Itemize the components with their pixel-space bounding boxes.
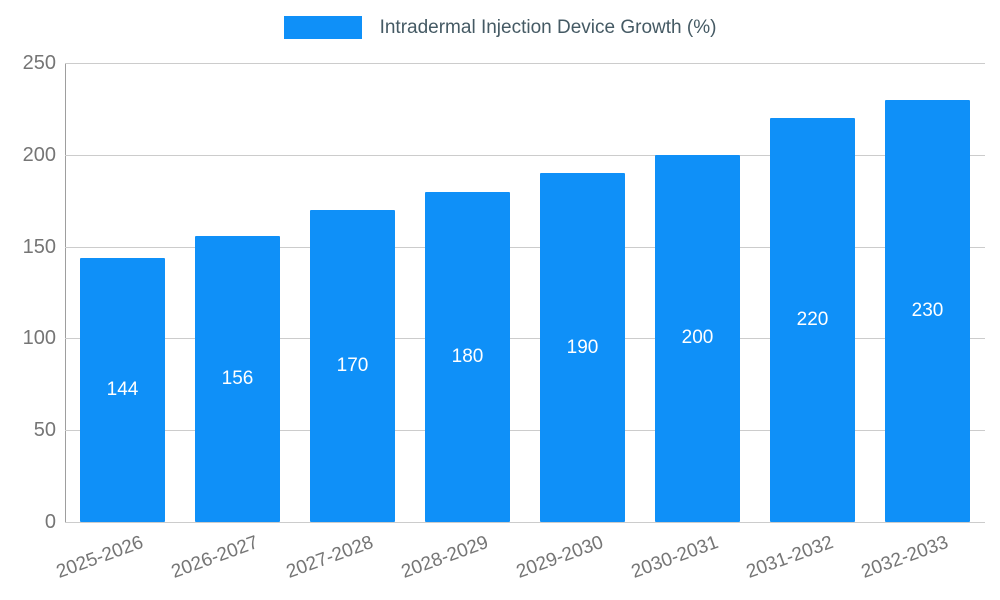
gridline bbox=[65, 246, 985, 248]
x-tick-label: 2028-2029 bbox=[398, 532, 491, 583]
x-tick-label: 2031-2032 bbox=[743, 532, 836, 583]
bar-value-label: 144 bbox=[106, 378, 139, 400]
y-tick-label: 200 bbox=[22, 143, 56, 166]
gridline bbox=[65, 154, 985, 156]
bar: 200 bbox=[654, 154, 741, 522]
gridline bbox=[65, 338, 985, 340]
y-tick-label: 250 bbox=[22, 52, 56, 74]
bar: 220 bbox=[769, 118, 856, 522]
bar-value-label: 170 bbox=[336, 354, 369, 376]
bar-value-label: 200 bbox=[681, 327, 714, 349]
x-tick-label: 2026-2027 bbox=[168, 532, 261, 583]
gridline bbox=[65, 430, 985, 432]
y-tick-label: 100 bbox=[22, 327, 56, 350]
gridline bbox=[65, 63, 985, 64]
bar: 170 bbox=[309, 209, 396, 522]
x-tick-label: 2029-2030 bbox=[513, 532, 606, 583]
x-tick-label: 2027-2028 bbox=[283, 532, 376, 583]
bar: 190 bbox=[539, 173, 626, 522]
y-tick-label: 150 bbox=[22, 235, 56, 258]
bar: 180 bbox=[424, 191, 511, 522]
chart-legend: Intradermal Injection Device Growth (%) bbox=[0, 16, 1000, 39]
y-axis-line bbox=[65, 63, 66, 522]
bar: 156 bbox=[194, 235, 281, 522]
y-tick-label: 50 bbox=[33, 419, 56, 442]
bar: 230 bbox=[884, 99, 971, 522]
legend-label: Intradermal Injection Device Growth (%) bbox=[379, 16, 717, 38]
x-tick-label: 2025-2026 bbox=[53, 532, 146, 583]
y-tick-label: 0 bbox=[44, 511, 56, 533]
bar-value-label: 220 bbox=[796, 309, 829, 331]
bar-value-label: 190 bbox=[566, 336, 599, 358]
x-tick-label: 2030-2031 bbox=[628, 532, 721, 583]
gridline bbox=[65, 522, 985, 523]
bar-value-label: 156 bbox=[221, 367, 254, 389]
bar-value-label: 230 bbox=[911, 299, 944, 321]
x-tick-label: 2032-2033 bbox=[858, 532, 951, 583]
plot-area: 144 156 170 180 190 200 220 230 bbox=[65, 63, 985, 523]
legend-swatch bbox=[283, 16, 362, 39]
bar-value-label: 180 bbox=[451, 345, 484, 367]
bar: 144 bbox=[79, 257, 166, 522]
